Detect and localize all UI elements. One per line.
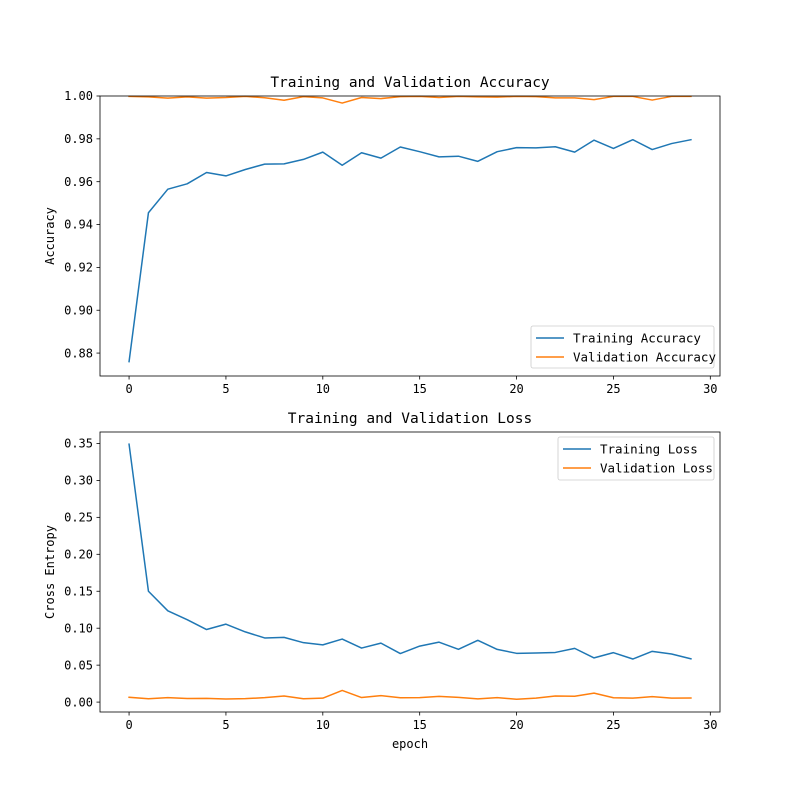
series-line-validation-accuracy	[128, 95, 692, 104]
y-tick-label: 0.92	[64, 261, 93, 275]
x-tick-label: 30	[703, 718, 717, 732]
y-tick-label: 0.05	[64, 658, 93, 672]
y-tick-label: 0.35	[64, 437, 93, 451]
y-axis-label: Cross Entropy	[43, 525, 57, 619]
x-tick-label: 25	[606, 382, 620, 396]
x-tick-label: 5	[222, 382, 229, 396]
legend-box	[530, 325, 715, 369]
x-tick-label: 15	[412, 382, 426, 396]
y-tick-label: 0.30	[64, 474, 93, 488]
y-tick-label: 0.94	[64, 218, 93, 232]
series-line-validation-loss	[128, 689, 692, 700]
axes-frame	[99, 431, 721, 713]
x-tick-label: 5	[222, 718, 229, 732]
series-line-training-accuracy	[128, 138, 692, 363]
chart-title: Training and Validation Loss	[288, 411, 532, 427]
y-tick-label: 0.20	[64, 548, 93, 562]
legend: Training Accuracy Validation Accuracy	[530, 325, 716, 369]
legend-label: Training Loss	[600, 442, 698, 457]
x-tick-label: 15	[412, 718, 426, 732]
x-axis-label: epoch	[392, 737, 428, 751]
accuracy-panel: Training and Validation Accuracy 0 5 10 15 20…	[43, 75, 721, 396]
y-tick-label: 1.00	[64, 89, 93, 103]
y-tick-label: 0.00	[64, 695, 93, 709]
legend-label: Training Accuracy	[573, 331, 701, 346]
x-tick-label: 10	[316, 718, 330, 732]
axes-frame	[99, 95, 721, 377]
x-tick-label: 20	[509, 718, 523, 732]
legend-box	[557, 436, 715, 481]
y-tick-label: 0.15	[64, 584, 93, 598]
legend: Training Loss Validation Loss	[557, 436, 715, 481]
y-tick-label: 0.90	[64, 303, 93, 317]
y-axis-label: Accuracy	[43, 207, 57, 265]
chart-title: Training and Validation Accuracy	[270, 75, 550, 91]
x-tick-label: 30	[703, 382, 717, 396]
x-tick-label: 10	[316, 382, 330, 396]
legend-label: Validation Loss	[600, 461, 713, 476]
x-tick-label: 0	[125, 382, 132, 396]
y-tick-label: 0.96	[64, 175, 93, 189]
loss-panel: Training and Validation Loss 0 5 10 15 20 25 30…	[43, 411, 721, 751]
y-tick-label: 0.25	[64, 511, 93, 525]
x-tick-label: 20	[509, 382, 523, 396]
series-line-training-loss	[128, 443, 692, 660]
legend-label: Validation Accuracy	[573, 350, 716, 365]
y-tick-label: 0.98	[64, 132, 93, 146]
y-tick-label: 0.10	[64, 621, 93, 635]
x-tick-label: 25	[606, 718, 620, 732]
x-tick-label: 0	[125, 718, 132, 732]
y-tick-label: 0.88	[64, 346, 93, 360]
